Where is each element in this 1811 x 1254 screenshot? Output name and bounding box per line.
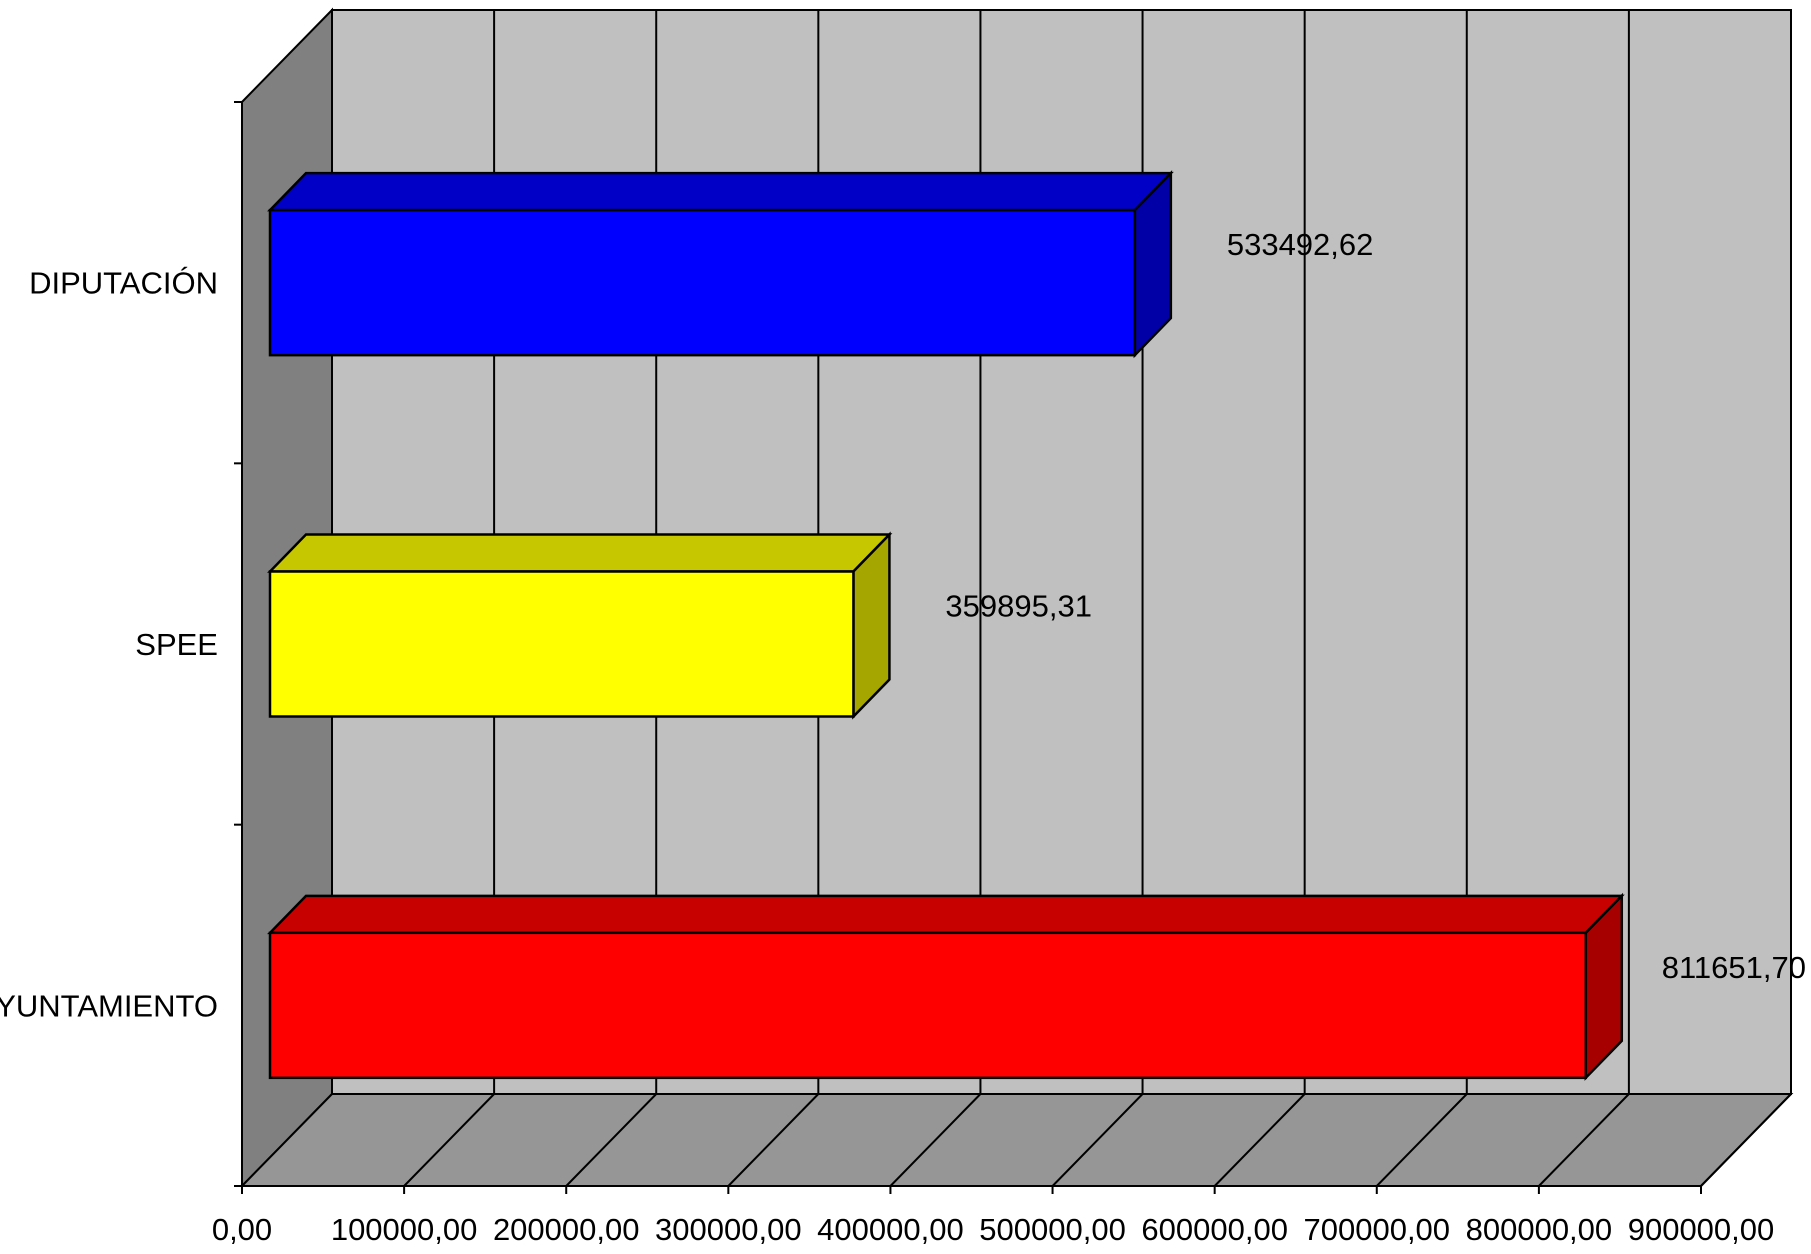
bar-top-face: [267, 533, 893, 573]
x-tick-label: 900000,00: [1628, 1212, 1775, 1247]
floor-gridline: [565, 1093, 657, 1187]
category-label: SPEE: [135, 627, 218, 662]
bar: [268, 931, 1588, 1080]
x-tick-label: 500000,00: [979, 1212, 1126, 1247]
x-tick-label: 100000,00: [331, 1212, 478, 1247]
x-tick-label: 300000,00: [655, 1212, 802, 1247]
category-label: AYUNTAMIENTO: [0, 988, 218, 1023]
floor: [239, 1093, 1794, 1187]
x-tick-label: 800000,00: [1466, 1212, 1613, 1247]
x-tick-label: 600000,00: [1141, 1212, 1288, 1247]
bar-top-face: [267, 894, 1625, 935]
floor-gridline: [1538, 1093, 1630, 1187]
floor-gridline: [1213, 1093, 1306, 1187]
x-tick-label: 200000,00: [493, 1212, 640, 1247]
floor-gridline: [1376, 1093, 1468, 1187]
x-tick-label: 400000,00: [817, 1212, 964, 1247]
floor-gridline: [1051, 1093, 1144, 1187]
bar: [268, 570, 855, 718]
floor-gridline: [889, 1093, 982, 1187]
bar: [268, 208, 1137, 357]
x-tick-label: 0,00: [212, 1212, 272, 1247]
floor-gridline: [403, 1093, 495, 1187]
x-tick-label: 700000,00: [1304, 1212, 1451, 1247]
bar-top-face: [267, 171, 1174, 212]
floor-gridline: [1700, 1093, 1792, 1187]
floor-gridline: [727, 1093, 820, 1187]
data-label: 359895,31: [945, 589, 1092, 624]
data-label: 811651,70: [1662, 950, 1806, 985]
category-label: DIPUTACIÓN: [29, 266, 218, 301]
data-label: 533492,62: [1227, 227, 1374, 262]
